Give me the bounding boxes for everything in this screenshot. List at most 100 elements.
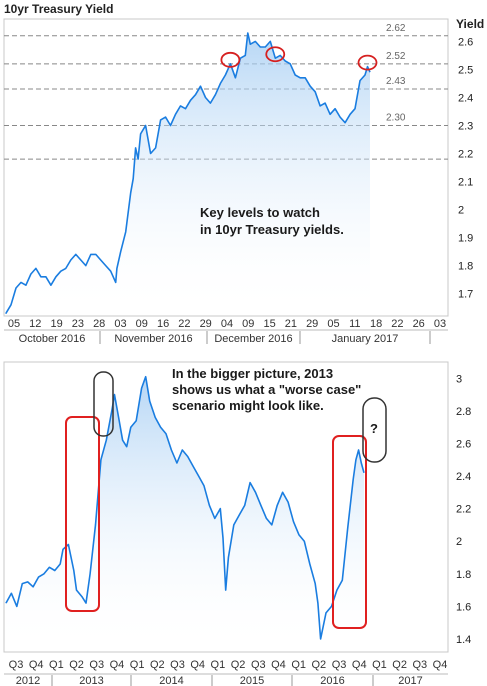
bottom-y-ticks: 1.4 1.6 1.8 2 2.2 2.4 2.6 2.8 3 bbox=[456, 373, 471, 646]
top-y-tick-8: 2.5 bbox=[458, 64, 473, 76]
top-x-tick-4: 28 bbox=[93, 318, 105, 330]
top-y-tick-4: 2.1 bbox=[458, 177, 473, 189]
top-x-tick-8: 22 bbox=[178, 318, 190, 330]
quarter-label-5: Q4 bbox=[110, 659, 125, 671]
annotation-2013-line-2: shows us what a "worse case" bbox=[172, 382, 361, 397]
year-label-3: 2015 bbox=[240, 675, 264, 686]
level-label-0: 2.62 bbox=[386, 23, 406, 34]
top-series-line bbox=[5, 32, 371, 314]
top-x-tick-15: 05 bbox=[327, 318, 339, 330]
year-label-1: 2013 bbox=[79, 675, 103, 686]
quarter-label-8: Q3 bbox=[170, 659, 185, 671]
highlight-circle-0 bbox=[220, 51, 241, 68]
year-label-5: 2017 bbox=[398, 675, 422, 686]
annotation-line-2: in 10yr Treasury yields. bbox=[200, 222, 344, 237]
quarter-label-4: Q3 bbox=[89, 659, 104, 671]
top-x-tick-2: 19 bbox=[50, 318, 62, 330]
top-x-tick-5: 03 bbox=[114, 318, 126, 330]
top-x-tick-0: 05 bbox=[8, 318, 20, 330]
top-x-tick-14: 29 bbox=[306, 318, 318, 330]
top-x-tick-3: 23 bbox=[72, 318, 84, 330]
bottom-y-tick-7: 2.8 bbox=[456, 406, 471, 418]
top-y-tick-5: 2.2 bbox=[458, 148, 473, 160]
quarter-label-3: Q2 bbox=[69, 659, 84, 671]
bottom-y-tick-1: 1.6 bbox=[456, 601, 471, 613]
top-x-ticks: 05 12 19 23 28 03 09 16 22 29 04 09 15 21 29 05 11 18 22 26… bbox=[8, 318, 446, 330]
month-label-3: January 2017 bbox=[332, 333, 399, 345]
year-label-0: 2012 bbox=[16, 675, 40, 686]
top-area-group bbox=[5, 32, 371, 316]
quarter-label-15: Q2 bbox=[312, 659, 327, 671]
top-x-tick-17: 18 bbox=[370, 318, 382, 330]
quarter-label-7: Q2 bbox=[150, 659, 165, 671]
year-label-4: 2016 bbox=[320, 675, 344, 686]
top-y-tick-9: 2.6 bbox=[458, 36, 473, 48]
top-x-tick-6: 09 bbox=[136, 318, 148, 330]
top-y-ticks: 1.7 1.8 1.9 2 2.1 2.2 2.3 2.4 2.5 2.6 bbox=[458, 36, 473, 300]
highlight-circle-2 bbox=[357, 54, 378, 71]
level-label-1: 2.52 bbox=[386, 51, 406, 62]
top-area-fill bbox=[6, 33, 370, 316]
month-label-2: December 2016 bbox=[214, 333, 292, 345]
level-label-2: 2.43 bbox=[386, 76, 406, 87]
quarter-label-18: Q1 bbox=[372, 659, 387, 671]
quarter-label-20: Q3 bbox=[412, 659, 427, 671]
bottom-y-tick-0: 1.4 bbox=[456, 634, 471, 646]
quarter-label-16: Q3 bbox=[332, 659, 347, 671]
box-question bbox=[362, 397, 387, 463]
quarter-label-11: Q2 bbox=[231, 659, 246, 671]
quarter-label-10: Q1 bbox=[211, 659, 226, 671]
quarter-label-12: Q3 bbox=[251, 659, 266, 671]
top-x-tick-12: 15 bbox=[263, 318, 275, 330]
y-axis-label: Yield bbox=[456, 17, 484, 31]
level-label-3: 2.30 bbox=[386, 112, 406, 123]
quarter-label-17: Q4 bbox=[352, 659, 367, 671]
top-x-tick-20: 03 bbox=[434, 318, 446, 330]
bottom-area-fill bbox=[6, 376, 364, 652]
highlight-circles bbox=[220, 46, 378, 71]
bottom-y-tick-3: 2 bbox=[456, 536, 462, 548]
quarter-labels: Q3 Q4 Q1 Q2 Q3 Q4 Q1 Q2 Q3 Q4 Q1 Q2 Q3 Q4 Q1 Q2 Q3 Q4 Q1 Q2… bbox=[9, 659, 448, 671]
year-labels: 2012 2013 2014 2015 2016 2017 bbox=[16, 675, 423, 686]
top-x-tick-13: 21 bbox=[285, 318, 297, 330]
quarter-label-1: Q4 bbox=[29, 659, 44, 671]
quarter-label-9: Q4 bbox=[190, 659, 205, 671]
month-label-0: October 2016 bbox=[19, 333, 86, 345]
quarter-label-14: Q1 bbox=[291, 659, 306, 671]
bottom-area-group bbox=[5, 375, 365, 652]
month-labels: October 2016 November 2016 December 2016 Ja… bbox=[19, 331, 431, 345]
bottom-y-tick-2: 1.8 bbox=[456, 569, 471, 581]
top-x-tick-9: 29 bbox=[200, 318, 212, 330]
top-y-tick-2: 1.9 bbox=[458, 233, 473, 245]
top-x-tick-11: 09 bbox=[242, 318, 254, 330]
annotation-2013-line-1: In the bigger picture, 2013 bbox=[172, 366, 333, 381]
top-y-tick-1: 1.8 bbox=[458, 261, 473, 273]
top-x-tick-10: 04 bbox=[221, 318, 233, 330]
top-x-tick-18: 22 bbox=[391, 318, 403, 330]
top-y-tick-6: 2.3 bbox=[458, 120, 473, 132]
bottom-y-tick-8: 3 bbox=[456, 373, 462, 385]
top-y-tick-3: 2 bbox=[458, 205, 464, 217]
quarter-label-21: Q4 bbox=[433, 659, 448, 671]
bottom-y-tick-6: 2.6 bbox=[456, 438, 471, 450]
year-label-2: 2014 bbox=[159, 675, 183, 686]
quarter-label-0: Q3 bbox=[9, 659, 24, 671]
box-2013-rise bbox=[65, 416, 100, 612]
top-y-tick-7: 2.4 bbox=[458, 92, 473, 104]
quarter-label-13: Q4 bbox=[271, 659, 286, 671]
bottom-y-tick-4: 2.2 bbox=[456, 504, 471, 516]
top-x-tick-7: 16 bbox=[157, 318, 169, 330]
level-lines: 2.62 2.52 2.43 2.30 bbox=[4, 23, 448, 160]
annotation-2013-line-3: scenario might look like. bbox=[172, 398, 324, 413]
quarter-label-6: Q1 bbox=[130, 659, 145, 671]
month-label-1: November 2016 bbox=[114, 333, 192, 345]
top-y-tick-0: 1.7 bbox=[458, 289, 473, 301]
top-x-tick-19: 26 bbox=[413, 318, 425, 330]
question-mark: ? bbox=[370, 421, 378, 436]
top-x-tick-1: 12 bbox=[29, 318, 41, 330]
highlight-circle-1 bbox=[265, 46, 286, 63]
quarter-label-19: Q2 bbox=[392, 659, 407, 671]
annotation-line-1: Key levels to watch bbox=[200, 205, 320, 220]
quarter-label-2: Q1 bbox=[49, 659, 64, 671]
